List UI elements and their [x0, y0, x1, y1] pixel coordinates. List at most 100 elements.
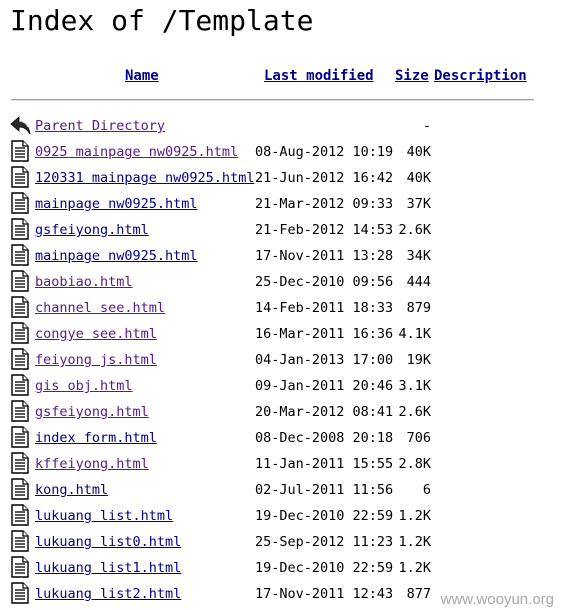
watermark: www.wooyun.org	[438, 591, 556, 608]
file-link[interactable]: channel see.html	[35, 300, 166, 316]
file-row: mainpage nw0925.html 21-Mar-2012 09:33 3…	[0, 191, 564, 217]
file-row: 0925 mainpage nw0925.html 08-Aug-2012 10…	[0, 139, 564, 165]
last-modified: 08-Dec-2008 20:18	[255, 430, 394, 446]
file-row: channel see.html 14-Feb-2011 18:33 879	[0, 295, 564, 321]
file-row: lukuang list2.html 17-Nov-2011 12:43 877	[0, 581, 564, 607]
document-icon	[10, 218, 30, 240]
document-icon	[10, 270, 30, 292]
file-size: 4.1K	[398, 326, 431, 342]
last-modified: 17-Nov-2011 13:28	[255, 248, 394, 264]
file-link[interactable]: mainpage nw0925.html	[35, 248, 198, 264]
last-modified: 25-Dec-2010 09:56	[255, 274, 394, 290]
file-row: lukuang list1.html 19-Dec-2010 22:59 1.2…	[0, 555, 564, 581]
file-link[interactable]: 120331 mainpage nw0925.html	[35, 170, 255, 186]
header-divider	[11, 99, 534, 101]
last-modified: 21-Feb-2012 14:53	[255, 222, 394, 238]
file-link[interactable]: lukuang list0.html	[35, 534, 182, 550]
last-modified: 02-Jul-2011 11:56	[255, 482, 394, 498]
document-icon	[10, 166, 30, 188]
document-icon	[10, 426, 30, 448]
last-modified: 21-Mar-2012 09:33	[255, 196, 394, 212]
file-link[interactable]: mainpage nw0925.html	[35, 196, 198, 212]
back-arrow-icon	[10, 114, 31, 136]
file-row: lukuang list0.html 25-Sep-2012 11:23 1.2…	[0, 529, 564, 555]
document-icon	[10, 374, 30, 396]
document-icon	[10, 556, 30, 578]
file-size: -	[422, 118, 431, 134]
file-row: 120331 mainpage nw0925.html 21-Jun-2012 …	[0, 165, 564, 191]
column-header-size[interactable]: Size	[395, 68, 429, 84]
last-modified: 11-Jan-2011 15:55	[255, 456, 394, 472]
file-size: 1.2K	[398, 508, 431, 524]
file-link[interactable]: kong.html	[35, 482, 109, 498]
last-modified: 04-Jan-2013 17:00	[255, 352, 394, 368]
document-icon	[10, 140, 30, 162]
file-size: 879	[406, 300, 431, 316]
document-icon	[10, 452, 30, 474]
file-link[interactable]: gis obj.html	[35, 378, 133, 394]
file-row: congye see.html 16-Mar-2011 16:36 4.1K	[0, 321, 564, 347]
last-modified: 17-Nov-2011 12:43	[255, 586, 394, 602]
file-size: 2.8K	[398, 456, 431, 472]
file-size: 1.2K	[398, 534, 431, 550]
file-row: kffeiyong.html 11-Jan-2011 15:55 2.8K	[0, 451, 564, 477]
last-modified: 16-Mar-2011 16:36	[255, 326, 394, 342]
file-link[interactable]: kffeiyong.html	[35, 456, 149, 472]
last-modified: 21-Jun-2012 16:42	[255, 170, 394, 186]
document-icon	[10, 478, 30, 500]
last-modified: 19-Dec-2010 22:59	[255, 560, 394, 576]
file-size: 877	[406, 586, 431, 602]
file-row: gsfeiyong.html 20-Mar-2012 08:41 2.6K	[0, 399, 564, 425]
file-size: 706	[406, 430, 431, 446]
file-size: 37K	[406, 196, 431, 212]
document-icon	[10, 322, 30, 344]
document-icon	[10, 400, 30, 422]
file-row: kong.html 02-Jul-2011 11:56 6	[0, 477, 564, 503]
file-size: 3.1K	[398, 378, 431, 394]
parent-directory-row: Parent Directory -	[0, 113, 564, 139]
column-header-name[interactable]: Name	[125, 68, 159, 84]
file-size: 2.6K	[398, 222, 431, 238]
file-size: 1.2K	[398, 560, 431, 576]
file-size: 19K	[406, 352, 431, 368]
document-icon	[10, 530, 30, 552]
file-row: baobiao.html 25-Dec-2010 09:56 444	[0, 269, 564, 295]
file-link[interactable]: lukuang list2.html	[35, 586, 182, 602]
file-link[interactable]: feiyong js.html	[35, 352, 157, 368]
file-row: feiyong js.html 04-Jan-2013 17:00 19K	[0, 347, 564, 373]
document-icon	[10, 582, 30, 604]
last-modified: 08-Aug-2012 10:19	[255, 144, 394, 160]
file-link[interactable]: lukuang list1.html	[35, 560, 182, 576]
file-row: mainpage nw0925.html 17-Nov-2011 13:28 3…	[0, 243, 564, 269]
last-modified: 19-Dec-2010 22:59	[255, 508, 394, 524]
file-row: gis obj.html 09-Jan-2011 20:46 3.1K	[0, 373, 564, 399]
file-size: 6	[422, 482, 431, 498]
last-modified: 20-Mar-2012 08:41	[255, 404, 394, 420]
file-link[interactable]: index form.html	[35, 430, 157, 446]
file-link[interactable]: congye see.html	[35, 326, 157, 342]
last-modified: 09-Jan-2011 20:46	[255, 378, 394, 394]
file-link[interactable]: gsfeiyong.html	[35, 404, 149, 420]
file-size: 40K	[406, 144, 431, 160]
file-link[interactable]: 0925 mainpage nw0925.html	[35, 144, 239, 160]
document-icon	[10, 504, 30, 526]
document-icon	[10, 296, 30, 318]
column-header-description[interactable]: Description	[434, 68, 527, 84]
file-size: 40K	[406, 170, 431, 186]
file-row: index form.html 08-Dec-2008 20:18 706	[0, 425, 564, 451]
document-icon	[10, 192, 30, 214]
document-icon	[10, 244, 30, 266]
file-link[interactable]: gsfeiyong.html	[35, 222, 149, 238]
parent-directory-link[interactable]: Parent Directory	[35, 118, 166, 134]
file-size: 2.6K	[398, 404, 431, 420]
file-link[interactable]: baobiao.html	[35, 274, 133, 290]
file-size: 34K	[406, 248, 431, 264]
file-link[interactable]: lukuang list.html	[35, 508, 174, 524]
last-modified: 14-Feb-2011 18:33	[255, 300, 394, 316]
last-modified: 25-Sep-2012 11:23	[255, 534, 394, 550]
page-title: Index of /Template	[10, 4, 314, 37]
document-icon	[10, 348, 30, 370]
file-row: lukuang list.html 19-Dec-2010 22:59 1.2K	[0, 503, 564, 529]
file-row: gsfeiyong.html 21-Feb-2012 14:53 2.6K	[0, 217, 564, 243]
column-header-last-modified[interactable]: Last modified	[264, 68, 374, 84]
